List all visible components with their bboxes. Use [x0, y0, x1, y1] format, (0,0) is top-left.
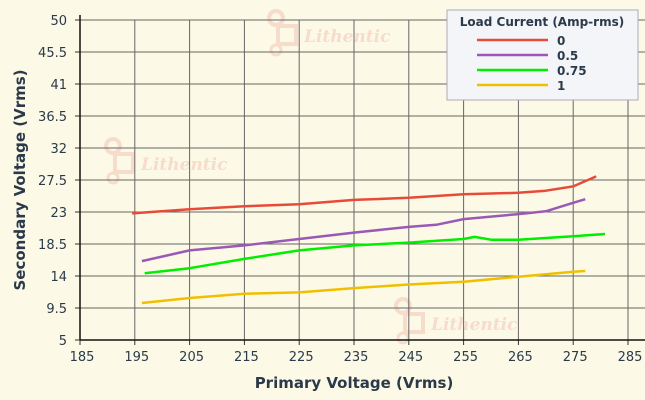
axes: 185 195 205 215 225 235 245 255 265 275 28559.5141…: [38, 14, 645, 365]
series-line-0: [132, 175, 597, 215]
legend-title: Load Current (Amp-rms): [460, 15, 624, 29]
y-tick-label: 45.5: [38, 46, 67, 61]
x-tick-label: 275: [563, 350, 588, 365]
x-tick-label: 265: [508, 350, 533, 365]
x-tick-label: 285: [618, 350, 643, 365]
y-tick-label: 27.5: [38, 174, 67, 189]
watermark-logo: Lithentic: [394, 297, 518, 345]
y-tick-label: 36.5: [38, 110, 67, 125]
y-tick-label: 41: [50, 78, 67, 93]
watermark-square: [276, 24, 298, 46]
y-tick-label: 18.5: [38, 238, 67, 253]
x-tick-label: 235: [344, 350, 369, 365]
x-tick-label: 255: [453, 350, 478, 365]
x-tick-label: 225: [289, 350, 314, 365]
legend-label: 0: [557, 34, 565, 48]
watermark-circle: [106, 171, 120, 185]
x-tick-label: 185: [70, 350, 95, 365]
watermark-circle: [396, 331, 410, 345]
legend-label: 0.5: [557, 49, 578, 63]
y-axis-title: Secondary Voltage (Vrms): [11, 69, 29, 290]
y-tick-label: 5: [59, 334, 67, 349]
watermark-circle: [267, 9, 285, 27]
watermark-text: Lithentic: [140, 155, 228, 175]
x-tick-label: 205: [179, 350, 204, 365]
y-tick-label: 50: [50, 14, 67, 29]
watermarks: Lithentic Lithentic Lithentic: [104, 9, 518, 345]
x-tick-label: 195: [124, 350, 149, 365]
watermark-circle: [104, 137, 122, 155]
watermark-circle: [269, 43, 283, 57]
legend-label: 0.75: [557, 64, 587, 78]
y-tick-label: 23: [50, 206, 67, 221]
watermark-text: Lithentic: [303, 27, 391, 47]
series-lines: [132, 175, 606, 305]
watermark-logo: Lithentic: [104, 137, 228, 185]
legend-label: 1: [557, 79, 565, 93]
watermark-circle: [394, 297, 412, 315]
series-line-1: [141, 269, 586, 305]
x-axis-title: Primary Voltage (Vrms): [255, 374, 454, 392]
x-tick-label: 215: [234, 350, 259, 365]
watermark-logo: Lithentic: [267, 9, 391, 57]
series-line-0_75: [144, 232, 606, 275]
x-tick-label: 245: [398, 350, 423, 365]
y-tick-label: 32: [50, 142, 67, 157]
watermark-square: [113, 152, 135, 174]
watermark-square: [403, 312, 425, 334]
legend: Load Current (Amp-rms) 00.50.751: [446, 9, 639, 101]
y-tick-label: 9.5: [46, 302, 67, 317]
y-tick-label: 14: [50, 270, 67, 285]
series-line-0_5: [141, 198, 586, 263]
watermark-text: Lithentic: [430, 315, 518, 335]
